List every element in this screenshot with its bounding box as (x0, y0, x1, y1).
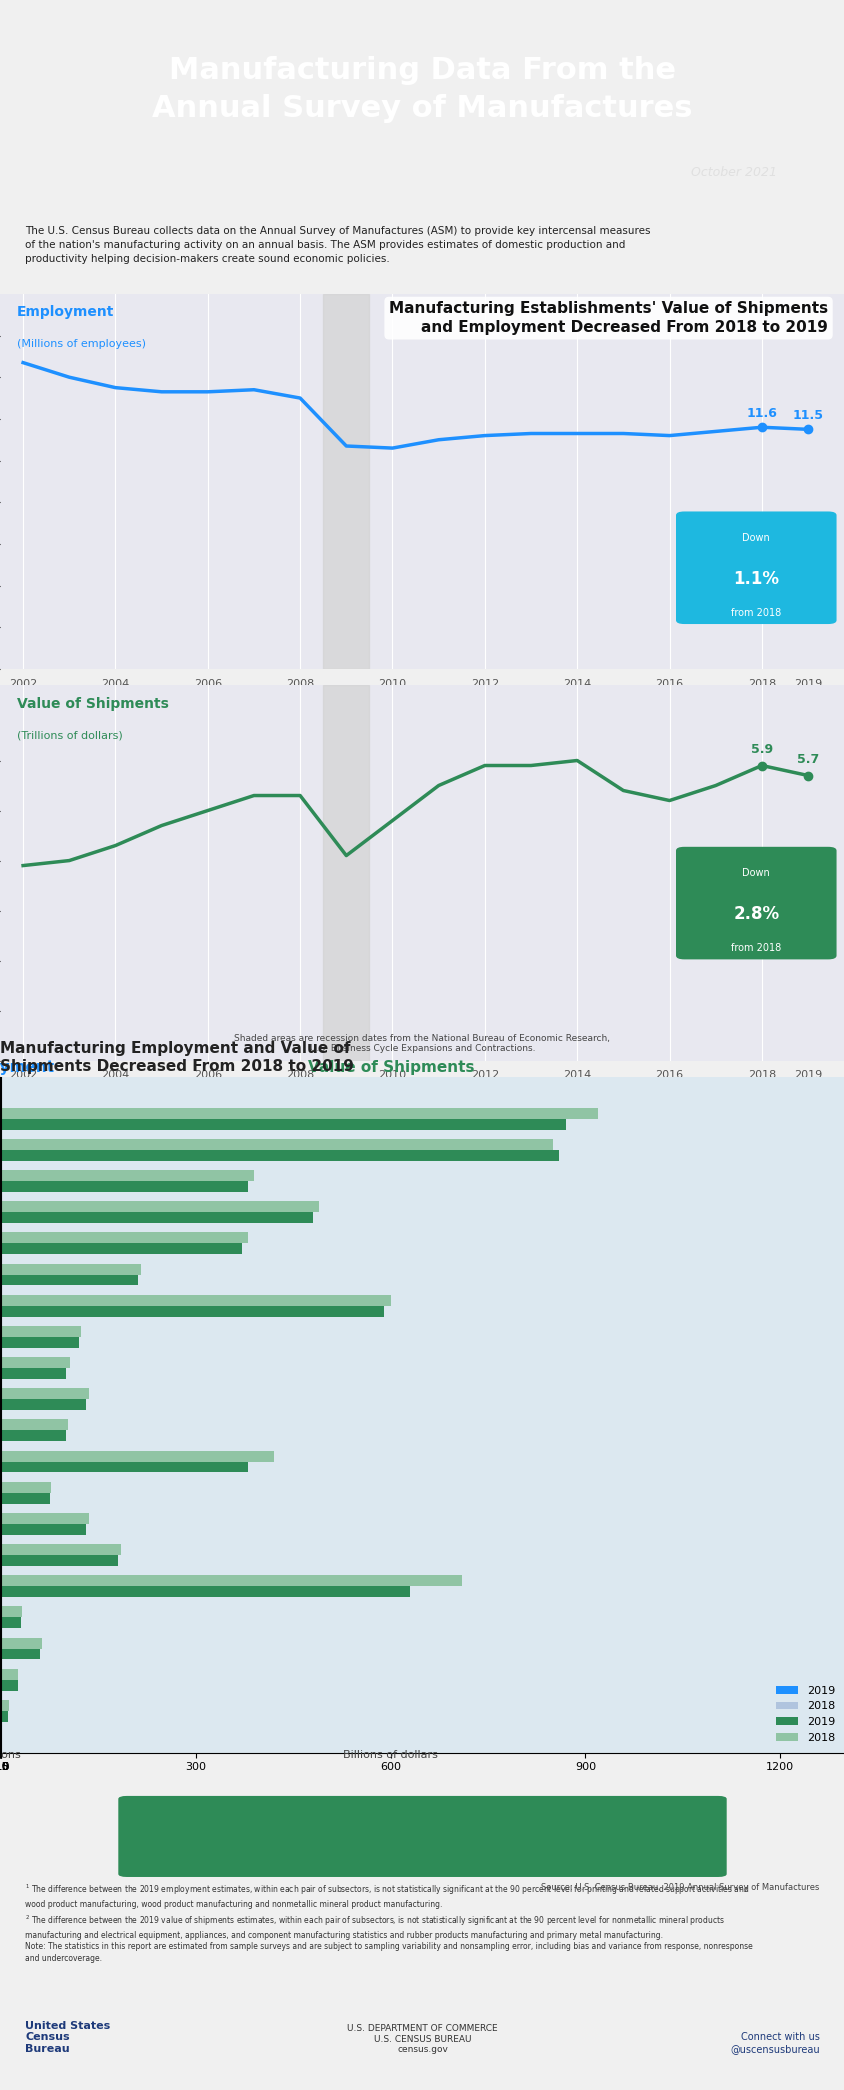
Bar (2, 1108, 598, 1118)
Text: United States
Census
Bureau: United States Census Bureau (25, 2021, 111, 2054)
Text: $^1$ The difference between the 2019 employment estimates, within each pair of s: $^1$ The difference between the 2019 emp… (25, 1883, 752, 1963)
Bar (2, 1264, 141, 1275)
Bar (2, 1369, 66, 1379)
Text: 5.9: 5.9 (750, 744, 772, 757)
Text: Down: Down (742, 867, 769, 878)
Bar (2, 1482, 51, 1492)
Text: 5.7: 5.7 (796, 752, 818, 767)
Bar (2, 1338, 79, 1348)
Text: (Millions of employees): (Millions of employees) (17, 339, 146, 349)
Text: Value of Shipments: Value of Shipments (307, 1060, 473, 1074)
Bar (2, 1139, 552, 1150)
Bar (2, 1492, 50, 1503)
Bar (2, 1524, 86, 1534)
Text: 2.8%: 2.8% (733, 905, 778, 924)
Bar (2, 1555, 118, 1565)
Legend: 2019, 2018, 2019, 2018: 2019, 2018, 2019, 2018 (771, 1682, 838, 1747)
Bar (2, 1150, 559, 1160)
Bar (2, 1356, 69, 1369)
Text: U.S. DEPARTMENT OF COMMERCE
U.S. CENSUS BUREAU
census.gov: U.S. DEPARTMENT OF COMMERCE U.S. CENSUS … (347, 2025, 497, 2054)
Bar (0, 1150, 2, 1160)
Bar (1, 1181, 2, 1191)
Text: Down: Down (742, 533, 769, 543)
Bar (2, 1430, 66, 1442)
Bar (2, 1712, 8, 1722)
Bar (2, 1513, 89, 1524)
Bar (2, 1450, 273, 1461)
Bar (1, 1170, 2, 1181)
Text: Manufacturing Data From the
Annual Survey of Manufactures: Manufacturing Data From the Annual Surve… (152, 56, 692, 123)
Bar (2, 1576, 462, 1586)
Bar (2, 1233, 248, 1244)
Text: 1.1%: 1.1% (733, 571, 778, 587)
Bar (2, 1639, 41, 1649)
Bar (2, 1419, 68, 1430)
Text: 11.5: 11.5 (792, 410, 823, 422)
Text: from 2018: from 2018 (730, 608, 781, 619)
Bar (2, 1668, 19, 1680)
Text: Manufacturing Employment and Value of
Shipments Decreased From 2018 to 2019: Manufacturing Employment and Value of Sh… (0, 1041, 354, 1074)
Bar (2, 1202, 319, 1212)
Text: The U.S. Census Bureau collects data on the Annual Survey of Manufactures (ASM) : The U.S. Census Bureau collects data on … (25, 226, 650, 265)
Bar (2, 1296, 390, 1306)
FancyBboxPatch shape (118, 1795, 726, 1877)
Text: Employment: Employment (17, 305, 114, 320)
Text: Value of Shipments: Value of Shipments (17, 696, 169, 711)
Text: Connect with us
@uscensusbureau: Connect with us @uscensusbureau (729, 2031, 819, 2054)
Text: from 2018: from 2018 (730, 943, 781, 953)
Text: Source: U.S. Census Bureau, 2019 Annual Survey of Manufactures: Source: U.S. Census Bureau, 2019 Annual … (541, 1883, 819, 1891)
Bar (2, 1545, 122, 1555)
Bar (2, 1212, 312, 1223)
Bar (2, 1325, 80, 1338)
Bar (2, 1275, 138, 1285)
Bar (2, 1181, 248, 1191)
FancyBboxPatch shape (675, 512, 836, 625)
Bar (2, 1699, 8, 1712)
Bar (2, 1388, 89, 1398)
Bar (2, 1306, 384, 1317)
FancyBboxPatch shape (675, 846, 836, 959)
Text: LARGEST DOLLAR DECREASE IN VALUE OF SHIPMENTS: LARGEST DOLLAR DECREASE IN VALUE OF SHIP… (253, 1833, 591, 1843)
Text: Down $76.9 Billion: Down $76.9 Billion (357, 1852, 487, 1866)
Text: 11.6: 11.6 (745, 408, 776, 420)
Text: Manufacturing Establishments' Value of Shipments
and Employment Decreased From 2: Manufacturing Establishments' Value of S… (388, 301, 827, 334)
Text: Petroleum and Coal Products: Petroleum and Coal Products (320, 1822, 524, 1835)
Bar (2, 1607, 22, 1618)
Bar (0, 1139, 2, 1150)
Bar (2, 1398, 86, 1411)
Bar (2, 1586, 409, 1597)
Text: Shaded areas are recession dates from the National Bureau of Economic Research,
: Shaded areas are recession dates from th… (235, 1035, 609, 1053)
Bar (2, 1118, 565, 1129)
Bar (2, 1680, 18, 1691)
Bar (2, 1649, 41, 1659)
Bar (323, 295, 369, 669)
Bar (2, 1244, 241, 1254)
Text: Billions of dollars: Billions of dollars (343, 1749, 438, 1760)
Bar (2, 1461, 248, 1473)
Bar (2, 1170, 254, 1181)
Text: October 2021: October 2021 (690, 167, 776, 180)
Text: Employment: Employment (0, 1060, 54, 1074)
Bar (323, 686, 369, 1062)
Bar (2, 1618, 21, 1628)
Text: (Trillions of dollars): (Trillions of dollars) (17, 732, 122, 740)
Text: Millions: Millions (0, 1749, 22, 1760)
